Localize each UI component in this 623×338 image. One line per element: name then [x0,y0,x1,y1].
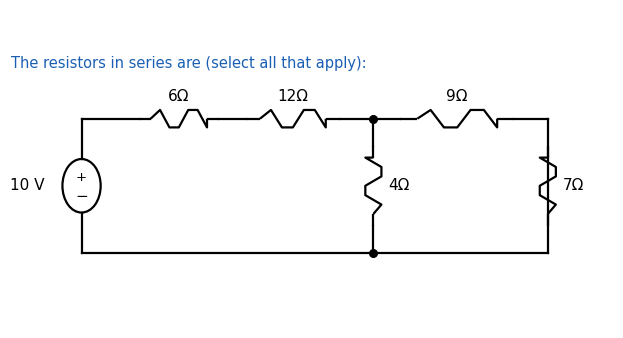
Text: 6Ω: 6Ω [168,89,189,104]
Text: 9Ω: 9Ω [447,89,468,104]
Text: 10 V: 10 V [10,178,45,193]
Text: The resistors in series are (select all that apply):: The resistors in series are (select all … [11,56,366,71]
Text: +: + [76,171,87,184]
Text: 4Ω: 4Ω [388,178,409,193]
Text: 12Ω: 12Ω [277,89,308,104]
Text: 7Ω: 7Ω [563,178,584,193]
Text: −: − [75,189,88,204]
